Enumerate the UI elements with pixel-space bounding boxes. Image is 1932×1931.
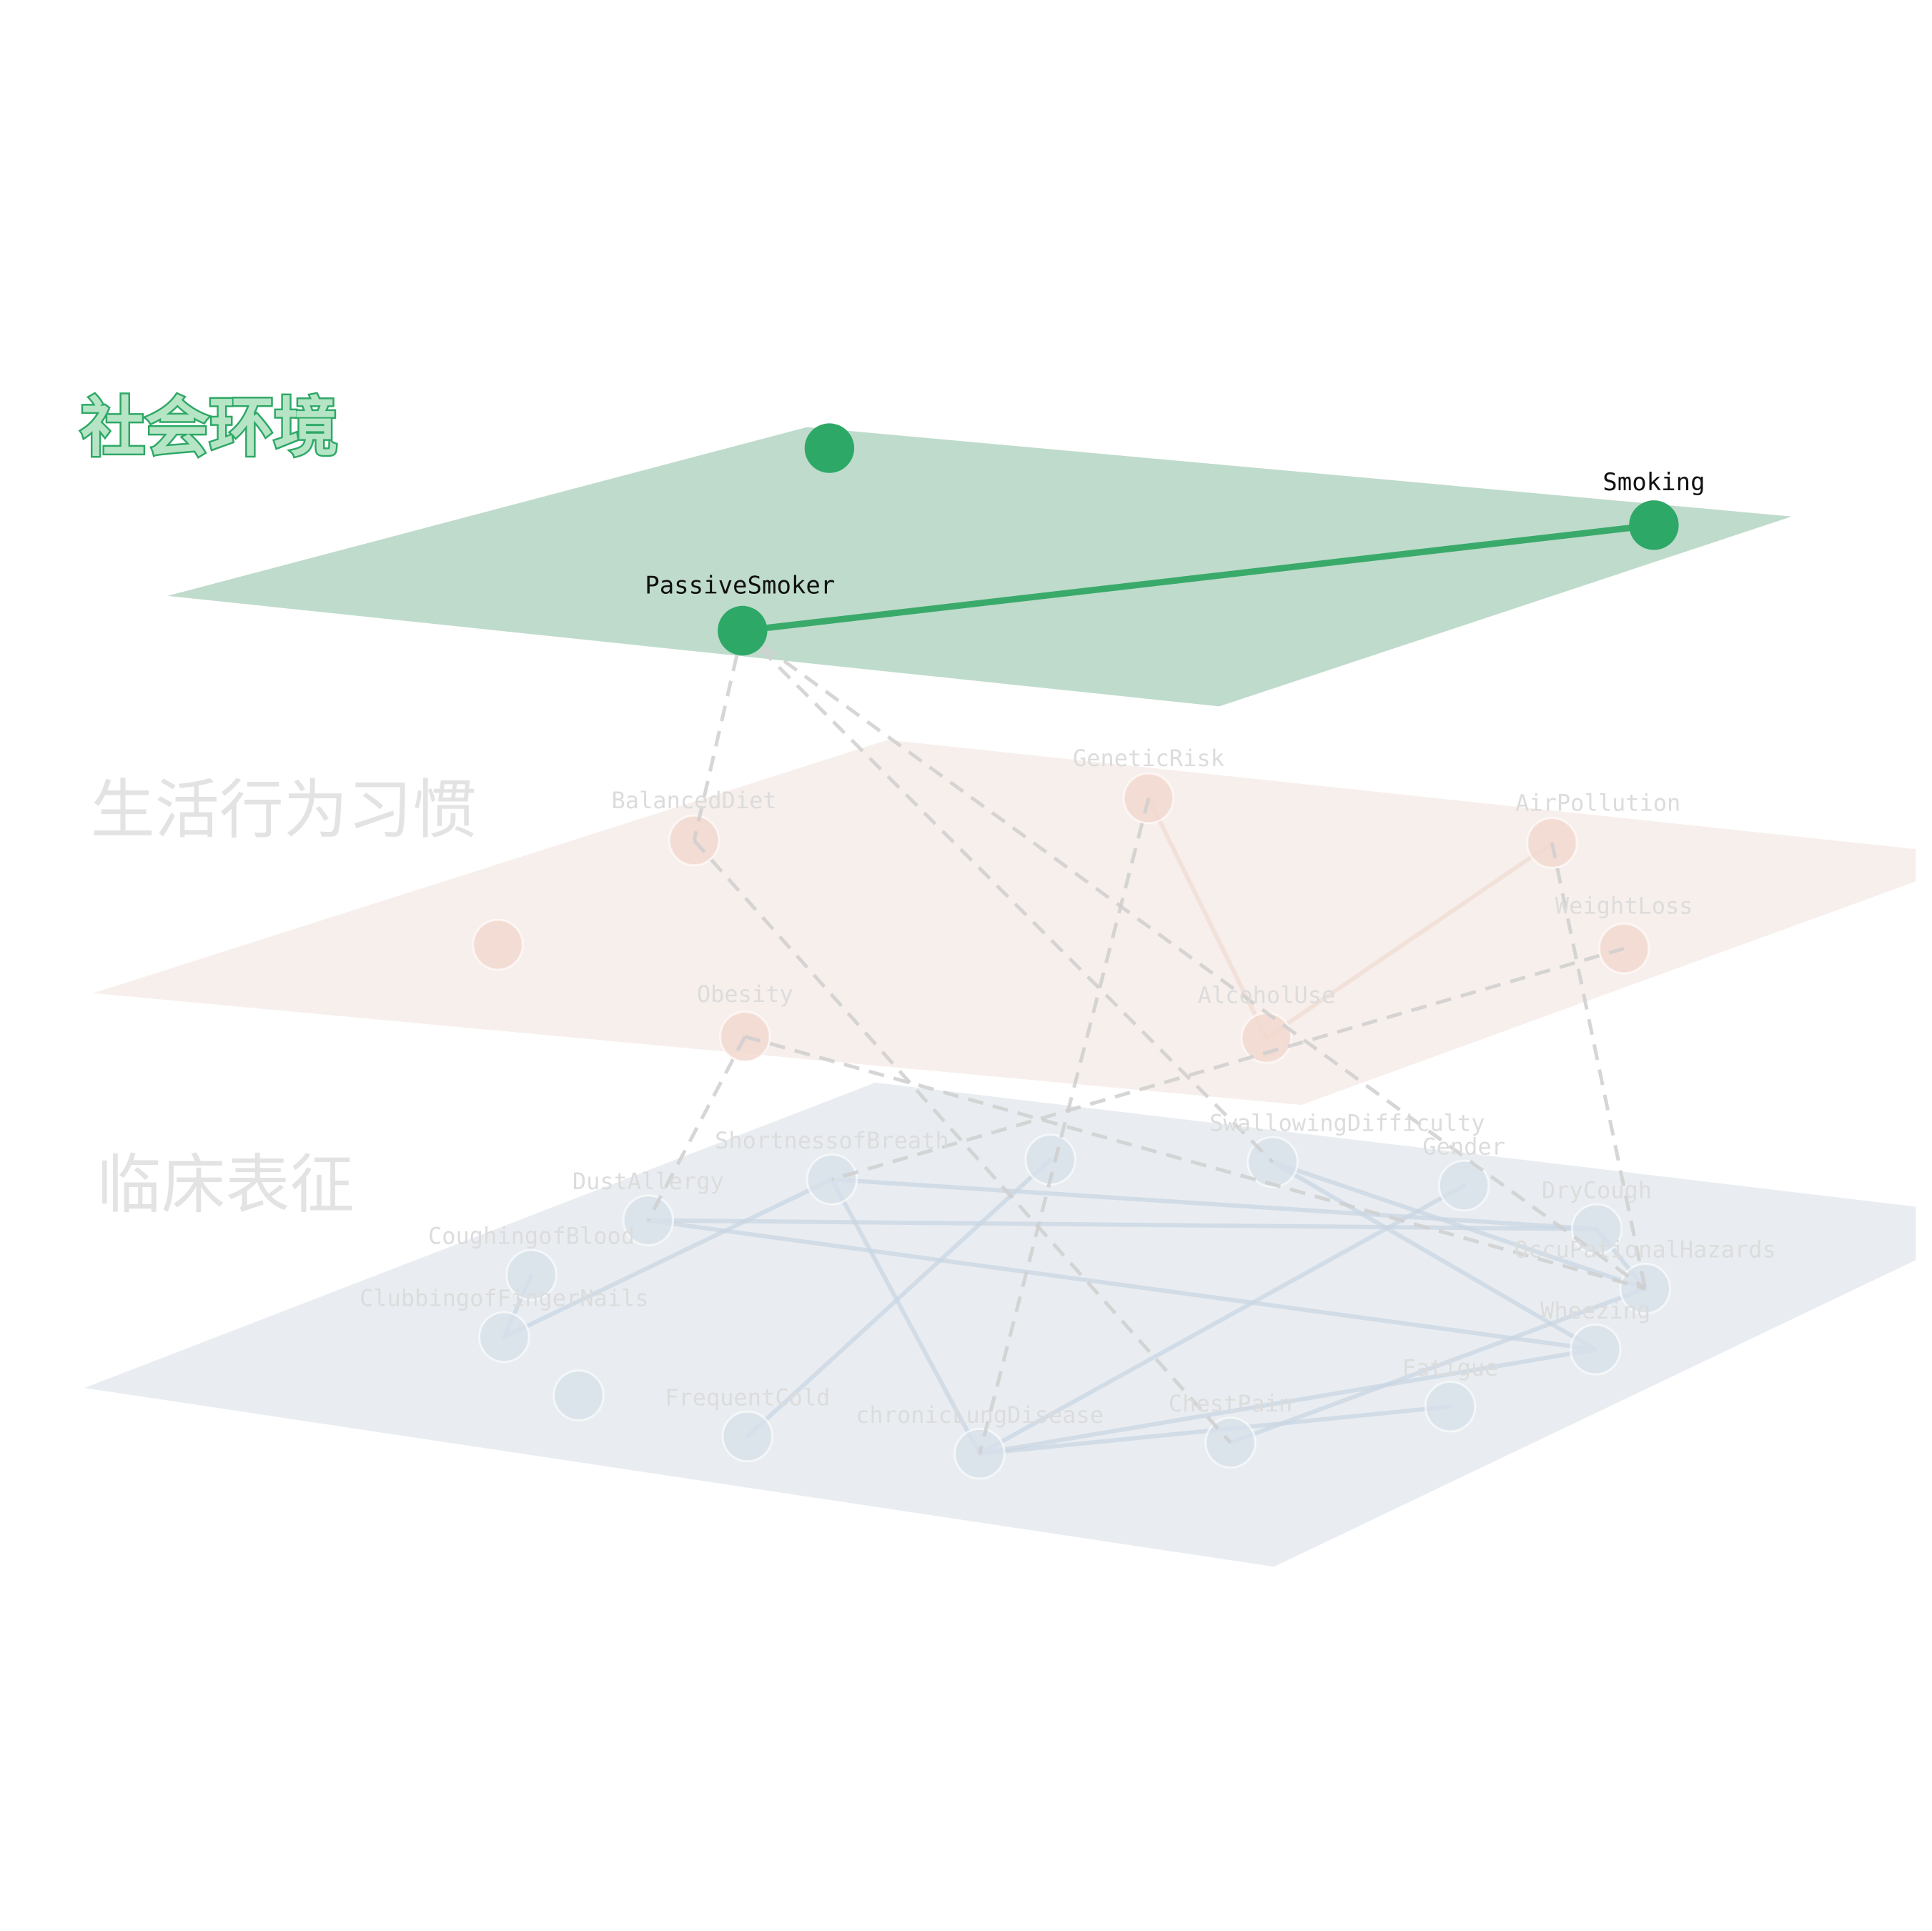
node-label-FrequentCold: FrequentCold: [665, 1384, 830, 1411]
inter-layer-edges: [646, 629, 1648, 1454]
node-PassiveSmoker: [718, 605, 768, 656]
edge-SwallowingDifficulty-Wheezing: [1270, 1160, 1598, 1352]
node-label-GeneticRisk: GeneticRisk: [1073, 745, 1224, 772]
node-label-ChestPain: ChestPain: [1169, 1390, 1292, 1417]
node-s0: [804, 423, 855, 473]
inter-edge-WeightLoss-ShortnessofBreath: [831, 946, 1625, 1181]
layer-title-social: 社会环境: [81, 390, 338, 465]
edge-DustAllergy-Wheezing: [645, 1218, 1598, 1352]
edge-chronicLungDisease-Wheezing: [977, 1347, 1598, 1456]
edge-ShortnessofBreath-ClubbingofFingerNails: [502, 1177, 834, 1339]
node-label-Fatigue: Fatigue: [1402, 1354, 1499, 1381]
node-label-Wheezing: Wheezing: [1540, 1297, 1650, 1324]
inter-edge-Obesity-OccuPationalHazards: [744, 1035, 1646, 1291]
edge-DustAllergy-DryCough: [645, 1218, 1599, 1231]
node-label-AirPollution: AirPollution: [1515, 789, 1680, 816]
node-GeneticRisk: [1122, 772, 1175, 825]
node-label-WeightLoss: WeightLoss: [1555, 893, 1693, 920]
node-label-chronicLungDisease: chronicLungDisease: [856, 1401, 1104, 1429]
node-label-OccuPationalHazards: OccuPationalHazards: [1515, 1236, 1776, 1264]
node-label-DustAllergy: DustAllergy: [573, 1168, 724, 1195]
node-label-PassiveSmoker: PassiveSmoker: [645, 571, 835, 600]
node-label-ShortnessofBreath: ShortnessofBreath: [715, 1127, 949, 1154]
node-label-DryCough: DryCough: [1542, 1176, 1652, 1203]
layer-title-clinical: 临床表征: [97, 1148, 355, 1223]
edge-OccuPationalHazards-ChestPain: [1228, 1286, 1648, 1445]
edge-PassiveSmoker-Smoking: [739, 522, 1658, 634]
node-label-ClubbingofFingerNails: ClubbingofFingerNails: [360, 1285, 649, 1312]
node-label-BalancedDiet: BalancedDiet: [612, 787, 777, 814]
edge-ShortnessofBreath-DryCough: [829, 1177, 1599, 1231]
edge-AirPollution-AlcoholUse: [1264, 840, 1555, 1041]
node-label-Smoking: Smoking: [1602, 468, 1705, 497]
plane-social: [167, 427, 1792, 707]
node-label-Gender: Gender: [1422, 1133, 1505, 1161]
intra-layer-edges-top: [739, 522, 1658, 634]
node-labels: Smoking PassiveSmoker GeneticRisk BalancedD…: [360, 468, 1776, 1429]
node-label-Obesity: Obesity: [697, 981, 793, 1008]
node-Gender: [1437, 1159, 1490, 1212]
node-l_unlabeled: [472, 918, 524, 971]
node-AlcoholUse: [1240, 1012, 1293, 1064]
nodes-lower-layers: [472, 772, 1671, 1480]
node-label-AlcoholUse: AlcoholUse: [1198, 982, 1336, 1009]
node-Wheezing: [1570, 1324, 1622, 1376]
edge-Gender-chronicLungDisease: [977, 1183, 1467, 1456]
edge-c_mid-FrequentCold: [745, 1157, 1053, 1439]
node-ClubbingofFingerNails: [478, 1311, 530, 1364]
plane-clinical: [84, 1082, 1916, 1567]
inter-edge-GeneticRisk-chronicLungDisease: [978, 798, 1151, 1454]
node-label-SwallowingDifficulty: SwallowingDifficulty: [1209, 1110, 1485, 1137]
node-Fatigue: [1424, 1381, 1477, 1433]
inter-edge-Obesity-DustAllergy: [646, 1036, 747, 1221]
inter-edge-PassiveSmoker-SwallowingDifficulty: [741, 629, 1274, 1163]
inter-edge-BalancedDiet-ChestPain: [693, 839, 1232, 1444]
node-c_low: [553, 1369, 605, 1421]
nodes-top-layer: [718, 423, 1679, 656]
edge-ShortnessofBreath-chronicLungDisease: [829, 1177, 982, 1456]
node-CoughingofBlood: [505, 1249, 558, 1301]
plane-lifestyle: [93, 740, 1916, 1106]
edge-SwallowingDifficulty-OccuPationalHazards: [1270, 1160, 1648, 1291]
node-Smoking: [1629, 500, 1679, 550]
node-label-CoughingofBlood: CoughingofBlood: [428, 1223, 635, 1250]
node-FrequentCold: [721, 1410, 774, 1463]
layer-title-lifestyle: 生活行为习惯: [91, 773, 477, 848]
inter-edge-PassiveSmoker-OccuPationalHazards: [741, 629, 1647, 1291]
inter-edge-PassiveSmoker-BalancedDiet: [692, 630, 745, 841]
